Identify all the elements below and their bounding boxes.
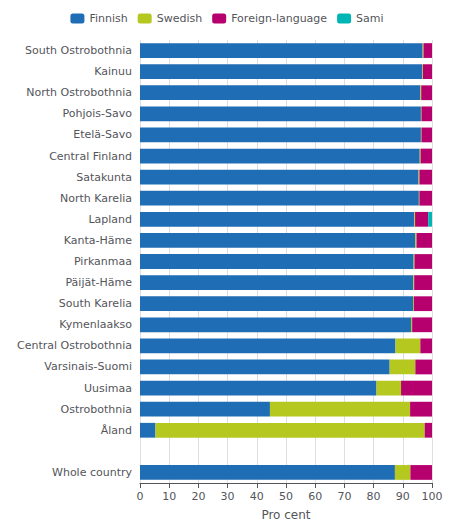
svg-text:Åland: Åland bbox=[101, 424, 132, 437]
svg-text:Lapland: Lapland bbox=[88, 213, 132, 226]
svg-text:Central Ostrobothnia: Central Ostrobothnia bbox=[17, 339, 132, 352]
svg-text:100: 100 bbox=[422, 490, 443, 503]
svg-text:Kymenlaakso: Kymenlaakso bbox=[59, 318, 132, 331]
svg-text:Whole country: Whole country bbox=[52, 466, 132, 479]
svg-text:40: 40 bbox=[250, 490, 264, 503]
svg-text:0: 0 bbox=[137, 490, 144, 503]
svg-text:Central Finland: Central Finland bbox=[49, 150, 132, 163]
svg-text:South Karelia: South Karelia bbox=[59, 297, 132, 310]
svg-text:60: 60 bbox=[308, 490, 322, 503]
svg-text:Pirkanmaa: Pirkanmaa bbox=[74, 255, 132, 268]
svg-text:North Ostrobothnia: North Ostrobothnia bbox=[26, 86, 132, 99]
svg-text:Pohjois-Savo: Pohjois-Savo bbox=[63, 107, 133, 120]
svg-text:20: 20 bbox=[191, 490, 205, 503]
svg-text:South Ostrobothnia: South Ostrobothnia bbox=[25, 44, 132, 57]
svg-text:Päijät-Häme: Päijät-Häme bbox=[65, 276, 132, 289]
svg-text:Etelä-Savo: Etelä-Savo bbox=[73, 128, 132, 141]
svg-text:Ostrobothnia: Ostrobothnia bbox=[61, 403, 132, 416]
svg-text:10: 10 bbox=[162, 490, 176, 503]
svg-text:90: 90 bbox=[396, 490, 410, 503]
svg-text:Pro cent: Pro cent bbox=[261, 508, 310, 522]
svg-text:Sami: Sami bbox=[356, 12, 384, 25]
svg-text:North Karelia: North Karelia bbox=[60, 192, 132, 205]
svg-text:Satakunta: Satakunta bbox=[76, 171, 132, 184]
svg-text:Uusimaa: Uusimaa bbox=[84, 382, 132, 395]
svg-text:50: 50 bbox=[279, 490, 293, 503]
svg-text:Kainuu: Kainuu bbox=[94, 65, 132, 78]
svg-text:30: 30 bbox=[221, 490, 235, 503]
svg-text:Swedish: Swedish bbox=[157, 12, 203, 25]
svg-text:70: 70 bbox=[337, 490, 351, 503]
svg-text:Varsinais-Suomi: Varsinais-Suomi bbox=[44, 360, 132, 373]
svg-text:Kanta-Häme: Kanta-Häme bbox=[64, 234, 132, 247]
svg-text:80: 80 bbox=[367, 490, 381, 503]
svg-text:Finnish: Finnish bbox=[89, 12, 127, 25]
svg-text:Foreign-language: Foreign-language bbox=[231, 12, 327, 25]
